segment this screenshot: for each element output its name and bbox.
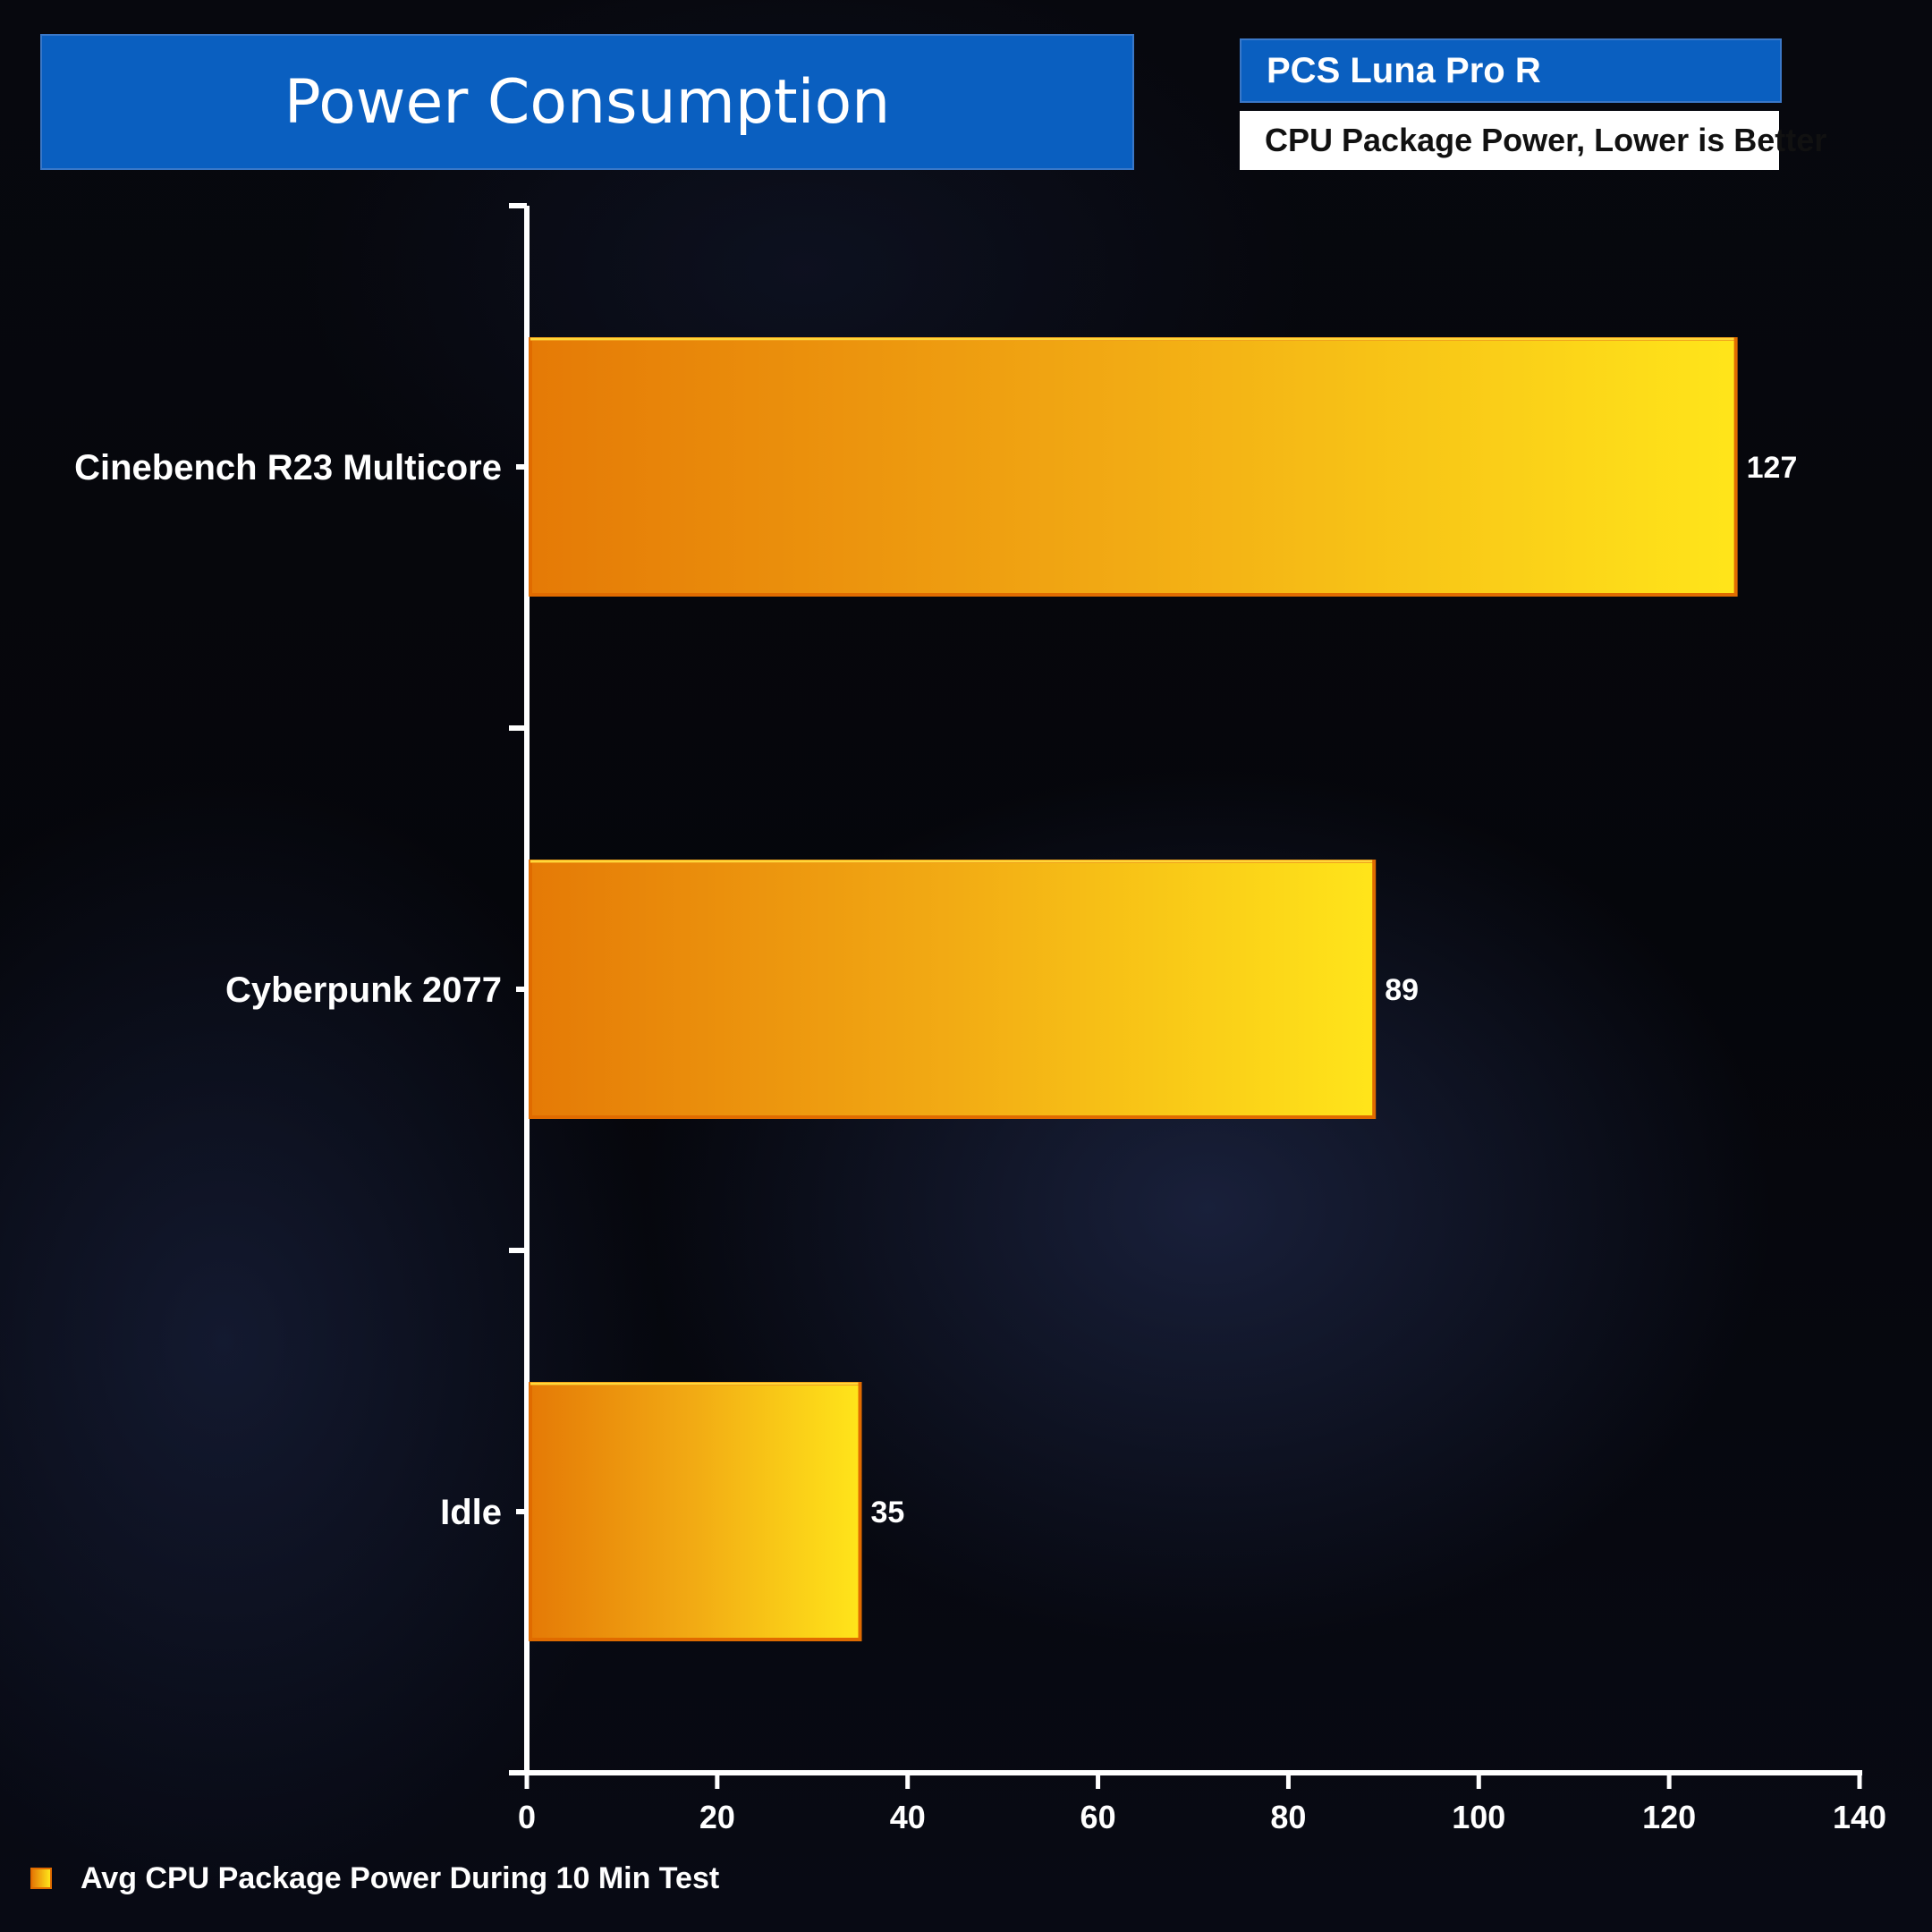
chart-axes [509, 203, 1862, 1789]
x-tick-label: 80 [1270, 1799, 1306, 1835]
category-label: Cinebench R23 Multicore [74, 448, 502, 487]
x-tick-label: 120 [1642, 1799, 1696, 1835]
chart-bars [529, 337, 1738, 1641]
legend-swatch [30, 1868, 52, 1889]
bar [529, 337, 1738, 597]
chart-labels: 0 20 40 60 80 100 120 140 Cinebench R23 Multicor… [74, 448, 1886, 1835]
x-tick-label: 100 [1452, 1799, 1505, 1835]
value-label: 89 [1385, 973, 1419, 1007]
x-tick-label: 40 [890, 1799, 926, 1835]
legend: Avg CPU Package Power During 10 Min Test [30, 1860, 719, 1896]
x-tick-label: 0 [518, 1799, 536, 1835]
bar [529, 1382, 862, 1641]
value-label: 35 [871, 1496, 905, 1530]
x-tick-label: 140 [1833, 1799, 1886, 1835]
chart-subtitle: CPU Package Power, Lower is Better [1240, 111, 1826, 170]
x-tick-label: 20 [699, 1799, 735, 1835]
chart-title: Power Consumption [40, 34, 1134, 170]
x-tick-label: 60 [1080, 1799, 1116, 1835]
legend-label: Avg CPU Package Power During 10 Min Test [80, 1860, 720, 1895]
bar [529, 860, 1377, 1119]
product-label: PCS Luna Pro R [1240, 38, 1782, 103]
value-label: 127 [1747, 451, 1798, 485]
category-label: Idle [440, 1493, 502, 1532]
category-label: Cyberpunk 2077 [225, 970, 502, 1010]
